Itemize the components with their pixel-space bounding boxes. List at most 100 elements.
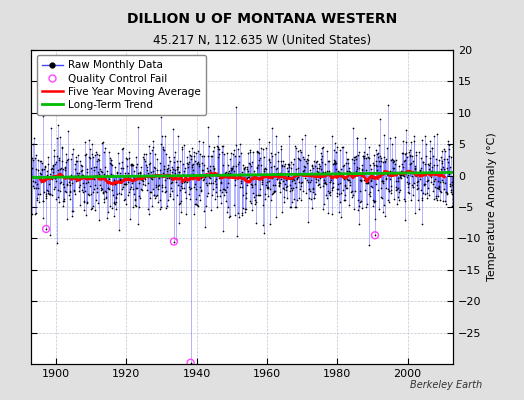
- Point: [155, 160, 163, 166]
- Text: Berkeley Earth: Berkeley Earth: [410, 380, 482, 390]
- Point: [302, 160, 311, 166]
- Point: [401, 151, 410, 157]
- Point: [122, 155, 130, 162]
- Point: [167, 163, 176, 170]
- Point: [129, 178, 138, 184]
- Point: [193, 203, 202, 210]
- Point: [102, 189, 110, 196]
- Point: [151, 165, 159, 171]
- Point: [275, 180, 283, 186]
- Point: [322, 192, 330, 198]
- Point: [320, 200, 328, 207]
- Point: [385, 199, 393, 205]
- Point: [174, 132, 182, 139]
- Point: [102, 194, 110, 201]
- Point: [117, 165, 125, 172]
- Point: [326, 178, 335, 185]
- Point: [351, 188, 359, 194]
- Point: [139, 181, 147, 188]
- Point: [165, 174, 173, 181]
- Point: [149, 137, 157, 144]
- Point: [80, 198, 88, 204]
- Point: [243, 166, 252, 172]
- Point: [354, 152, 362, 158]
- Point: [56, 180, 64, 186]
- Point: [90, 176, 99, 182]
- Point: [104, 149, 113, 156]
- Point: [264, 193, 272, 199]
- Point: [357, 204, 366, 211]
- Point: [323, 195, 331, 202]
- Point: [110, 199, 118, 205]
- Point: [132, 154, 140, 160]
- Point: [213, 192, 222, 199]
- Point: [279, 178, 288, 184]
- Point: [43, 161, 52, 167]
- Point: [107, 157, 116, 163]
- Point: [391, 168, 399, 175]
- Point: [435, 178, 444, 185]
- Point: [216, 193, 224, 199]
- Point: [391, 184, 400, 190]
- Point: [178, 185, 187, 192]
- Point: [50, 186, 58, 192]
- Point: [237, 150, 245, 156]
- Point: [148, 202, 156, 209]
- Point: [64, 179, 73, 186]
- Point: [401, 139, 410, 145]
- Point: [76, 182, 84, 188]
- Point: [29, 183, 38, 189]
- Point: [287, 158, 295, 165]
- Point: [415, 148, 423, 155]
- Point: [51, 161, 59, 167]
- Point: [118, 146, 126, 152]
- Point: [238, 169, 247, 176]
- Point: [215, 174, 224, 181]
- Point: [275, 182, 283, 188]
- Point: [227, 166, 236, 173]
- Point: [398, 161, 406, 167]
- Point: [117, 179, 126, 185]
- Point: [160, 166, 168, 172]
- Point: [172, 236, 180, 242]
- Point: [217, 200, 226, 206]
- Point: [280, 194, 288, 200]
- Point: [56, 188, 64, 194]
- Point: [249, 176, 257, 182]
- Point: [47, 125, 56, 131]
- Point: [172, 176, 180, 182]
- Point: [267, 125, 276, 131]
- Point: [288, 187, 296, 194]
- Point: [331, 158, 339, 164]
- Point: [214, 132, 222, 139]
- Point: [169, 166, 177, 172]
- Point: [176, 168, 184, 175]
- Point: [342, 159, 351, 166]
- Point: [270, 188, 279, 194]
- Point: [185, 159, 193, 165]
- Point: [191, 157, 199, 164]
- Point: [88, 204, 96, 211]
- Point: [123, 176, 132, 182]
- Point: [360, 176, 368, 183]
- Point: [294, 179, 303, 186]
- Point: [162, 188, 170, 195]
- Point: [247, 181, 256, 188]
- Point: [193, 202, 202, 208]
- Point: [159, 146, 168, 152]
- Point: [206, 207, 215, 213]
- Point: [228, 150, 237, 157]
- Point: [269, 188, 278, 194]
- Point: [325, 178, 334, 185]
- Point: [211, 178, 220, 184]
- Point: [213, 204, 221, 210]
- Point: [177, 198, 185, 204]
- Point: [168, 188, 177, 194]
- Point: [396, 187, 405, 194]
- Point: [391, 134, 399, 140]
- Point: [134, 124, 143, 131]
- Point: [93, 156, 102, 162]
- Point: [222, 189, 231, 195]
- Point: [99, 189, 107, 195]
- Point: [115, 227, 123, 234]
